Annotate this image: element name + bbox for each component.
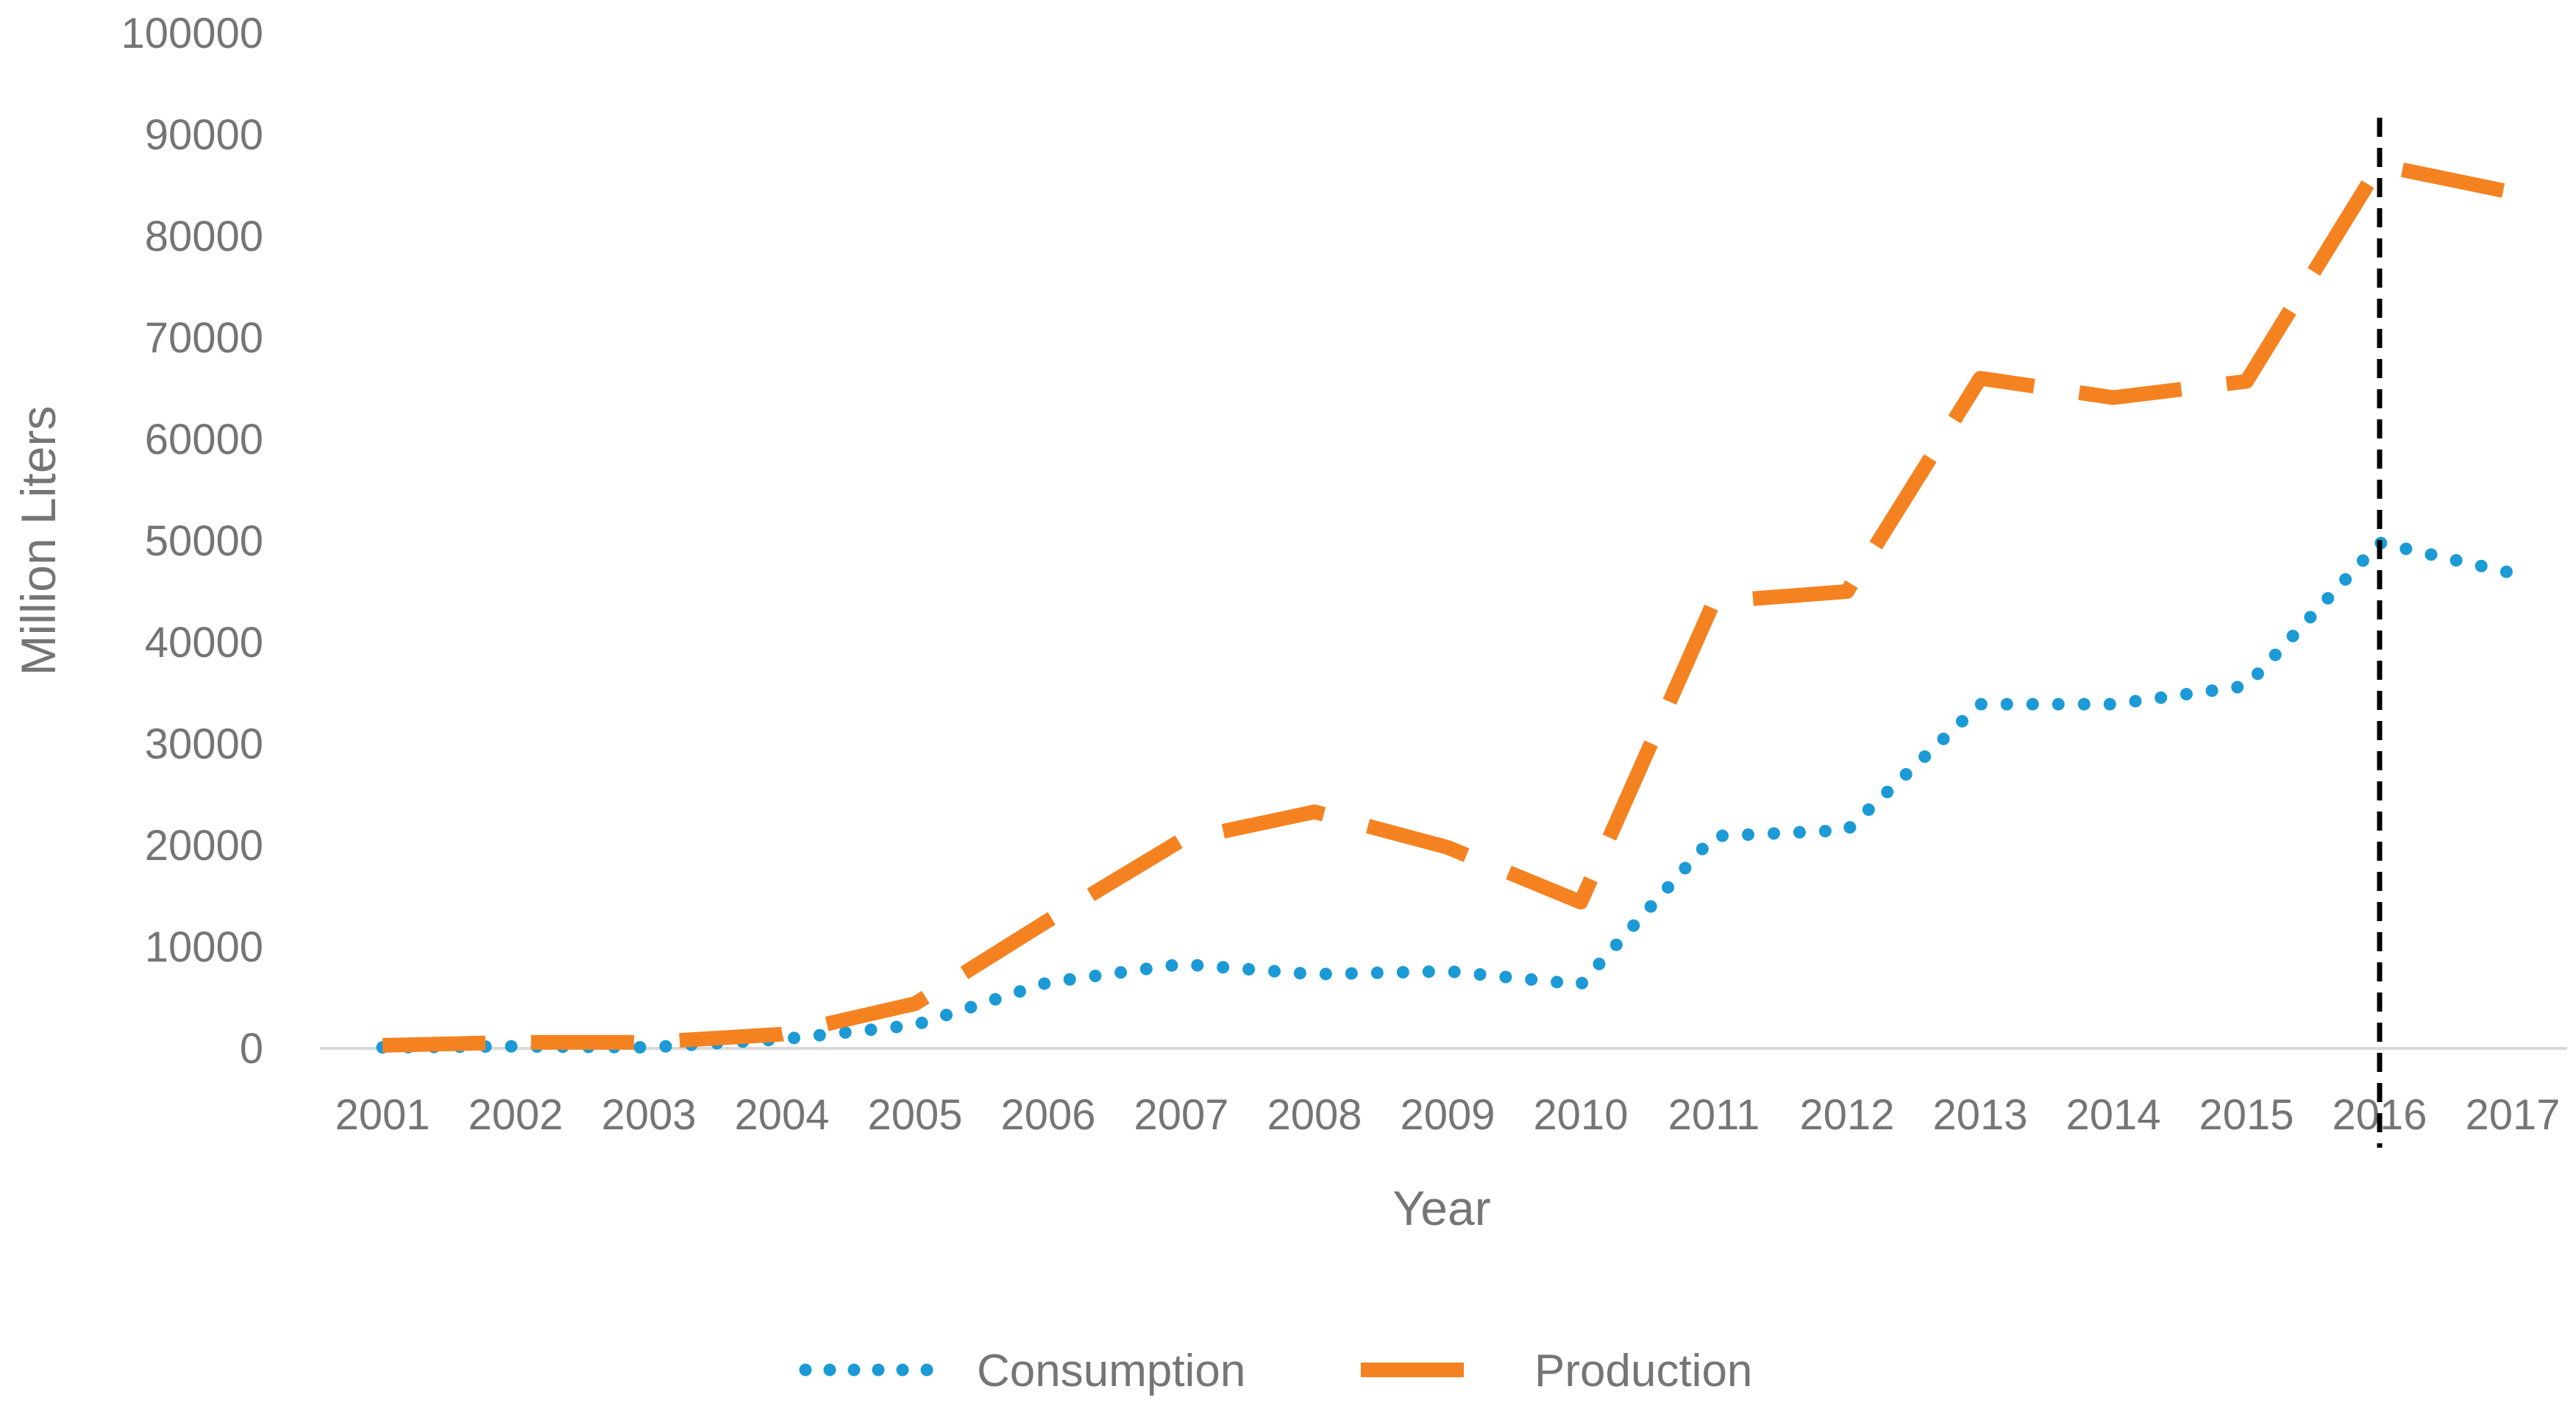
y-tick-label: 0	[240, 1025, 263, 1073]
y-tick-label: 80000	[145, 213, 263, 260]
y-tick-label: 100000	[121, 10, 263, 57]
x-tick-label: 2001	[335, 1091, 430, 1139]
data-point-production	[914, 1002, 917, 1005]
series-layer	[376, 157, 2519, 1054]
data-point-consumption	[2245, 684, 2248, 687]
x-tick-label: 2007	[1134, 1091, 1228, 1139]
legend: Consumption Production	[799, 1346, 1752, 1396]
x-tick-label: 2011	[1668, 1091, 1760, 1139]
x-tick-label: 2014	[2066, 1091, 2160, 1139]
x-tick-label: 2017	[2465, 1091, 2560, 1139]
x-tick-label: 2004	[734, 1091, 829, 1139]
y-axis-ticks: 0 10000 20000 30000 40000 50000 60000 70000 8000…	[121, 10, 2567, 1073]
data-point-consumption	[1712, 835, 1715, 838]
data-point-production	[381, 1044, 384, 1047]
x-tick-label: 2013	[1932, 1091, 2027, 1139]
x-tick-label: 2005	[867, 1091, 962, 1139]
data-point-production	[647, 1041, 650, 1044]
data-point-consumption	[914, 1023, 917, 1026]
data-point-production	[2511, 191, 2514, 194]
x-tick-label: 2006	[1000, 1091, 1095, 1139]
y-tick-label: 60000	[145, 416, 263, 463]
data-point-consumption	[2511, 572, 2514, 575]
data-point-consumption	[2112, 703, 2115, 706]
y-tick-label: 90000	[145, 111, 263, 159]
data-point-consumption	[647, 1046, 650, 1049]
data-point-consumption	[1846, 828, 1849, 831]
data-point-production	[1846, 590, 1849, 593]
x-tick-label: 2009	[1400, 1091, 1495, 1139]
data-point-consumption	[514, 1045, 517, 1048]
y-tick-label: 70000	[145, 314, 263, 362]
x-tick-label: 2015	[2199, 1091, 2294, 1139]
x-tick-label: 2012	[1799, 1091, 1894, 1139]
x-tick-label: 2010	[1533, 1091, 1628, 1139]
data-point-consumption	[1313, 973, 1316, 976]
x-axis-title: Year	[1392, 1181, 1490, 1235]
data-point-production	[2112, 396, 2115, 399]
y-tick-label: 30000	[145, 720, 263, 768]
legend-label-consumption: Consumption	[977, 1346, 1245, 1396]
y-tick-label: 50000	[145, 517, 263, 565]
y-tick-label: 10000	[145, 923, 263, 971]
data-point-production	[1313, 810, 1316, 813]
data-point-consumption	[1180, 962, 1183, 965]
data-point-production	[1446, 846, 1449, 849]
data-point-production	[780, 1033, 783, 1036]
data-point-production	[1180, 839, 1183, 842]
legend-label-production: Production	[1534, 1346, 1752, 1396]
y-tick-label: 20000	[145, 822, 263, 870]
x-axis-ticks: 2001 2002 2003 2004 2005 2006 2007 2008 2009 2010…	[335, 1091, 2560, 1139]
data-point-production	[1979, 377, 1982, 380]
data-point-production	[1047, 919, 1050, 922]
data-point-consumption	[1979, 703, 1982, 706]
data-point-consumption	[1047, 981, 1050, 984]
x-tick-label: 2003	[601, 1091, 696, 1139]
series-line-production	[382, 157, 2515, 1053]
y-axis-title: Million Liters	[11, 406, 65, 676]
data-point-production	[514, 1041, 517, 1044]
data-point-production	[1712, 600, 1715, 603]
x-tick-label: 2002	[468, 1091, 563, 1139]
y-tick-label: 40000	[145, 619, 263, 667]
data-point-consumption	[1579, 983, 1582, 986]
data-point-consumption	[1446, 970, 1449, 973]
data-point-production	[2245, 380, 2248, 383]
data-point-production	[1579, 901, 1582, 903]
x-tick-label: 2008	[1267, 1091, 1362, 1139]
